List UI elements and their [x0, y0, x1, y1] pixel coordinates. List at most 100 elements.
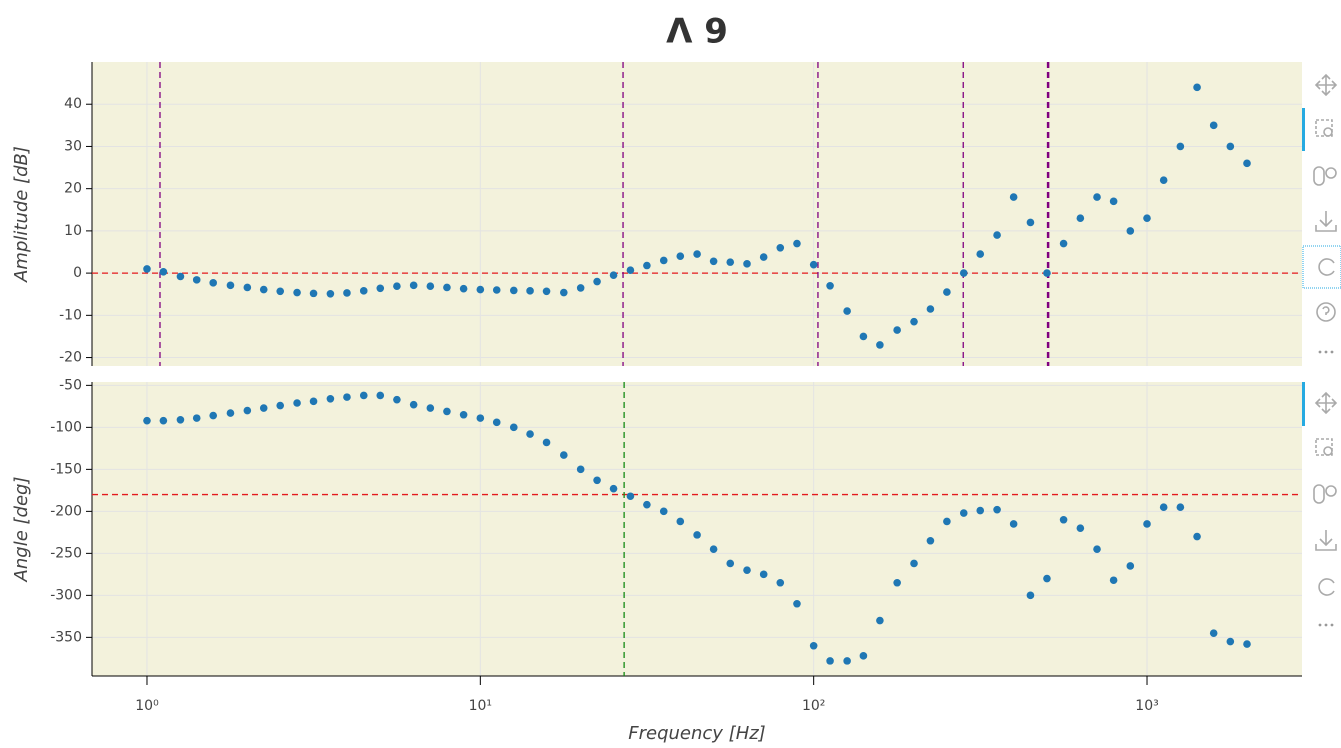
- data-point: [993, 505, 1001, 514]
- data-point: [876, 616, 884, 625]
- data-point: [826, 657, 834, 665]
- data-point: [859, 332, 868, 341]
- data-point: [293, 399, 301, 407]
- data-point: [976, 250, 985, 258]
- save-tool[interactable]: [1315, 211, 1337, 232]
- data-point: [910, 317, 918, 326]
- data-point: [259, 285, 268, 294]
- data-point: [343, 289, 351, 297]
- plot-background: [92, 382, 1302, 676]
- reset-tool[interactable]: [1302, 245, 1341, 289]
- data-point: [243, 283, 252, 292]
- data-point: [459, 284, 468, 293]
- data-point: [409, 400, 418, 409]
- data-point: [609, 271, 618, 280]
- more-menu[interactable]: [1318, 623, 1334, 627]
- data-point: [1126, 227, 1135, 235]
- data-point: [910, 559, 918, 568]
- data-point: [1009, 193, 1018, 201]
- data-point: [1226, 142, 1235, 151]
- data-point: [659, 256, 668, 265]
- data-point: [626, 492, 635, 501]
- data-point: [593, 277, 601, 286]
- active-indicator: [1302, 382, 1305, 426]
- y-tick-label: -50: [59, 377, 82, 393]
- data-point: [509, 423, 518, 432]
- data-point: [159, 268, 168, 276]
- data-point: [443, 283, 451, 292]
- data-point: [176, 416, 185, 424]
- data-point: [1209, 121, 1218, 130]
- data-point: [743, 260, 751, 268]
- more-menu[interactable]: [1318, 350, 1334, 354]
- y-tick-label: 20: [64, 181, 82, 197]
- data-point: [476, 414, 485, 422]
- box-zoom-tool[interactable]: [1315, 119, 1333, 137]
- x-tick-label: 10²: [802, 698, 825, 714]
- data-point: [659, 507, 668, 516]
- y-axis-label: Amplitude [dB]: [11, 146, 32, 283]
- pan-tool[interactable]: [1314, 391, 1338, 415]
- data-point: [393, 395, 401, 404]
- data-point: [376, 284, 385, 293]
- data-point: [776, 243, 785, 252]
- data-point: [1109, 197, 1118, 206]
- data-point: [693, 250, 701, 258]
- reset-tool[interactable]: [1318, 578, 1335, 596]
- data-point: [676, 517, 685, 526]
- data-point: [843, 307, 851, 315]
- data-point: [843, 657, 851, 665]
- box-zoom-tool[interactable]: [1315, 438, 1333, 456]
- y-tick-label: -20: [59, 350, 82, 366]
- data-point: [893, 326, 901, 334]
- data-point: [542, 438, 551, 447]
- data-point: [1076, 524, 1085, 532]
- data-point: [276, 401, 285, 410]
- data-point: [1009, 520, 1018, 528]
- data-point: [943, 288, 951, 296]
- data-point: [1193, 83, 1201, 92]
- data-point: [959, 509, 968, 517]
- data-point: [1176, 142, 1185, 151]
- data-point: [309, 289, 318, 298]
- data-point: [793, 239, 801, 248]
- active-indicator: [1302, 108, 1305, 151]
- y-tick-label: -250: [50, 545, 82, 561]
- data-point: [376, 391, 385, 400]
- data-point: [409, 281, 418, 290]
- data-point: [343, 393, 351, 401]
- data-point: [1243, 640, 1251, 648]
- data-point: [776, 578, 785, 587]
- save-tool[interactable]: [1315, 530, 1337, 551]
- data-point: [526, 287, 534, 295]
- data-point: [1159, 503, 1168, 511]
- data-point: [1126, 562, 1135, 570]
- data-point: [259, 404, 268, 412]
- data-point: [1076, 214, 1085, 223]
- help-tool[interactable]: [1316, 302, 1336, 322]
- wheel-zoom-tool[interactable]: [1313, 484, 1337, 504]
- data-point: [159, 416, 168, 425]
- data-point: [976, 506, 985, 515]
- data-point: [492, 286, 501, 294]
- data-point: [859, 652, 868, 660]
- data-point: [1143, 520, 1151, 528]
- data-point: [1093, 545, 1101, 553]
- data-point: [492, 418, 501, 427]
- wheel-zoom-tool[interactable]: [1313, 166, 1337, 186]
- data-point: [443, 407, 451, 416]
- data-point: [243, 406, 252, 415]
- data-point: [309, 397, 318, 406]
- plot-background: [92, 62, 1302, 366]
- y-tick-label: -200: [50, 503, 82, 519]
- data-point: [626, 266, 635, 274]
- data-point: [226, 409, 235, 417]
- data-point: [509, 286, 518, 295]
- data-point: [1093, 193, 1101, 201]
- y-tick-label: 30: [64, 138, 82, 154]
- data-point: [209, 411, 218, 420]
- data-point: [209, 279, 218, 287]
- pan-tool[interactable]: [1314, 73, 1338, 97]
- data-point: [1026, 218, 1035, 227]
- data-point: [393, 282, 401, 291]
